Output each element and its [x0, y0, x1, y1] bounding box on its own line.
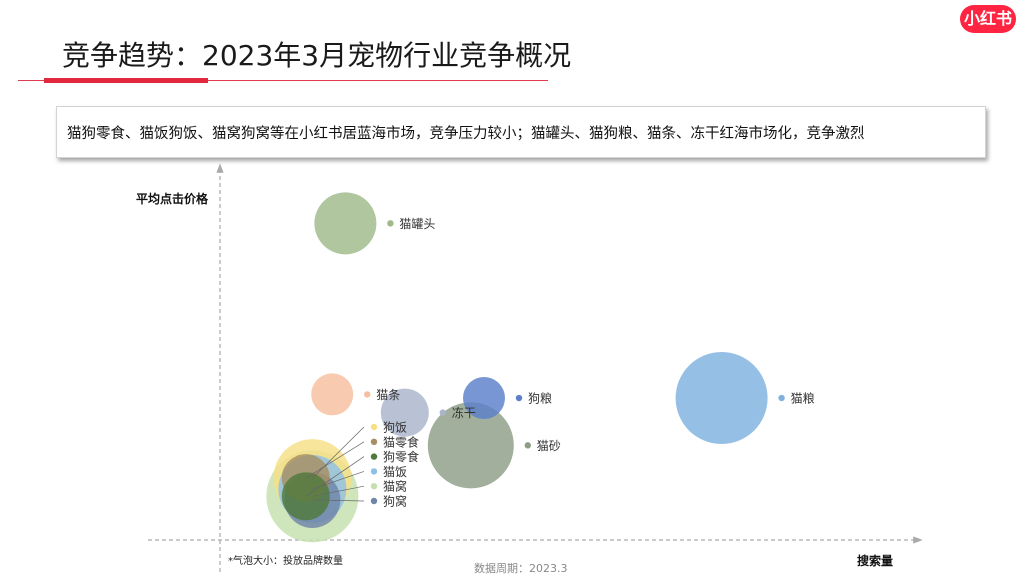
- x-axis-label: 搜索量: [857, 553, 893, 568]
- legend-dot-猫砂: [524, 442, 531, 449]
- legend-dot-猫零食: [370, 438, 378, 445]
- bubble-size-note: *气泡大小：投放品牌数量: [228, 556, 343, 567]
- label-狗零食: 狗零食: [383, 449, 419, 464]
- leader-猫零食: [305, 441, 365, 479]
- bubble-猫粮: [675, 352, 768, 445]
- leader-猫窝: [312, 485, 365, 497]
- title-underline: [18, 80, 548, 81]
- leader-狗饭: [312, 426, 365, 479]
- bubble-猫条: [311, 373, 354, 416]
- legend-dot-狗粮: [515, 394, 523, 402]
- bubble-猫罐头: [314, 192, 377, 255]
- label-猫粮: 猫粮: [791, 391, 815, 406]
- legend-dot-猫饭: [370, 468, 378, 475]
- legend-dot-冻干: [439, 409, 446, 416]
- data-period: 数据周期：2023.3: [474, 562, 568, 575]
- y-axis-label: 平均点击价格: [136, 191, 209, 206]
- leader-猫饭: [312, 471, 365, 490]
- summary-text: 猫狗零食、猫饭狗饭、猫窝狗窝等在小红书居蓝海市场，竞争压力较小；猫罐头、猫狗粮、…: [67, 126, 865, 142]
- bubble-冻干: [380, 388, 429, 437]
- label-狗窝: 狗窝: [383, 494, 407, 509]
- label-猫饭: 猫饭: [383, 465, 407, 479]
- legend-dot-猫罐头: [387, 220, 394, 227]
- leader-狗零食: [305, 456, 365, 497]
- bubble-猫砂: [427, 402, 514, 489]
- legend-dot-狗窝: [370, 497, 378, 505]
- legend-dot-狗零食: [370, 453, 378, 460]
- legend-dot-狗饭: [370, 423, 378, 431]
- title-accent-bar: [44, 78, 208, 83]
- leader-狗窝: [312, 499, 365, 502]
- legend-dot-猫窝: [370, 483, 378, 490]
- chart-bubbles: [266, 192, 768, 543]
- label-猫窝: 猫窝: [383, 479, 407, 494]
- label-冻干: 冻干: [452, 405, 476, 420]
- page-title: 竞争趋势：2023年3月宠物行业竞争概况: [62, 39, 572, 72]
- label-猫罐头: 猫罐头: [399, 217, 435, 231]
- label-猫砂: 猫砂: [537, 439, 561, 453]
- label-猫条: 猫条: [376, 388, 400, 402]
- summary-banner: 猫狗零食、猫饭狗饭、猫窝狗窝等在小红书居蓝海市场，竞争压力较小；猫罐头、猫狗粮、…: [56, 106, 986, 158]
- label-狗饭: 狗饭: [383, 421, 407, 435]
- label-狗粮: 狗粮: [528, 391, 552, 406]
- legend-dot-猫条: [364, 391, 371, 398]
- bubble-狗粮: [463, 377, 505, 420]
- xiaohongshu-logo: 小红书: [960, 5, 1016, 33]
- label-猫零食: 猫零食: [383, 434, 419, 449]
- legend-dot-猫粮: [778, 394, 785, 402]
